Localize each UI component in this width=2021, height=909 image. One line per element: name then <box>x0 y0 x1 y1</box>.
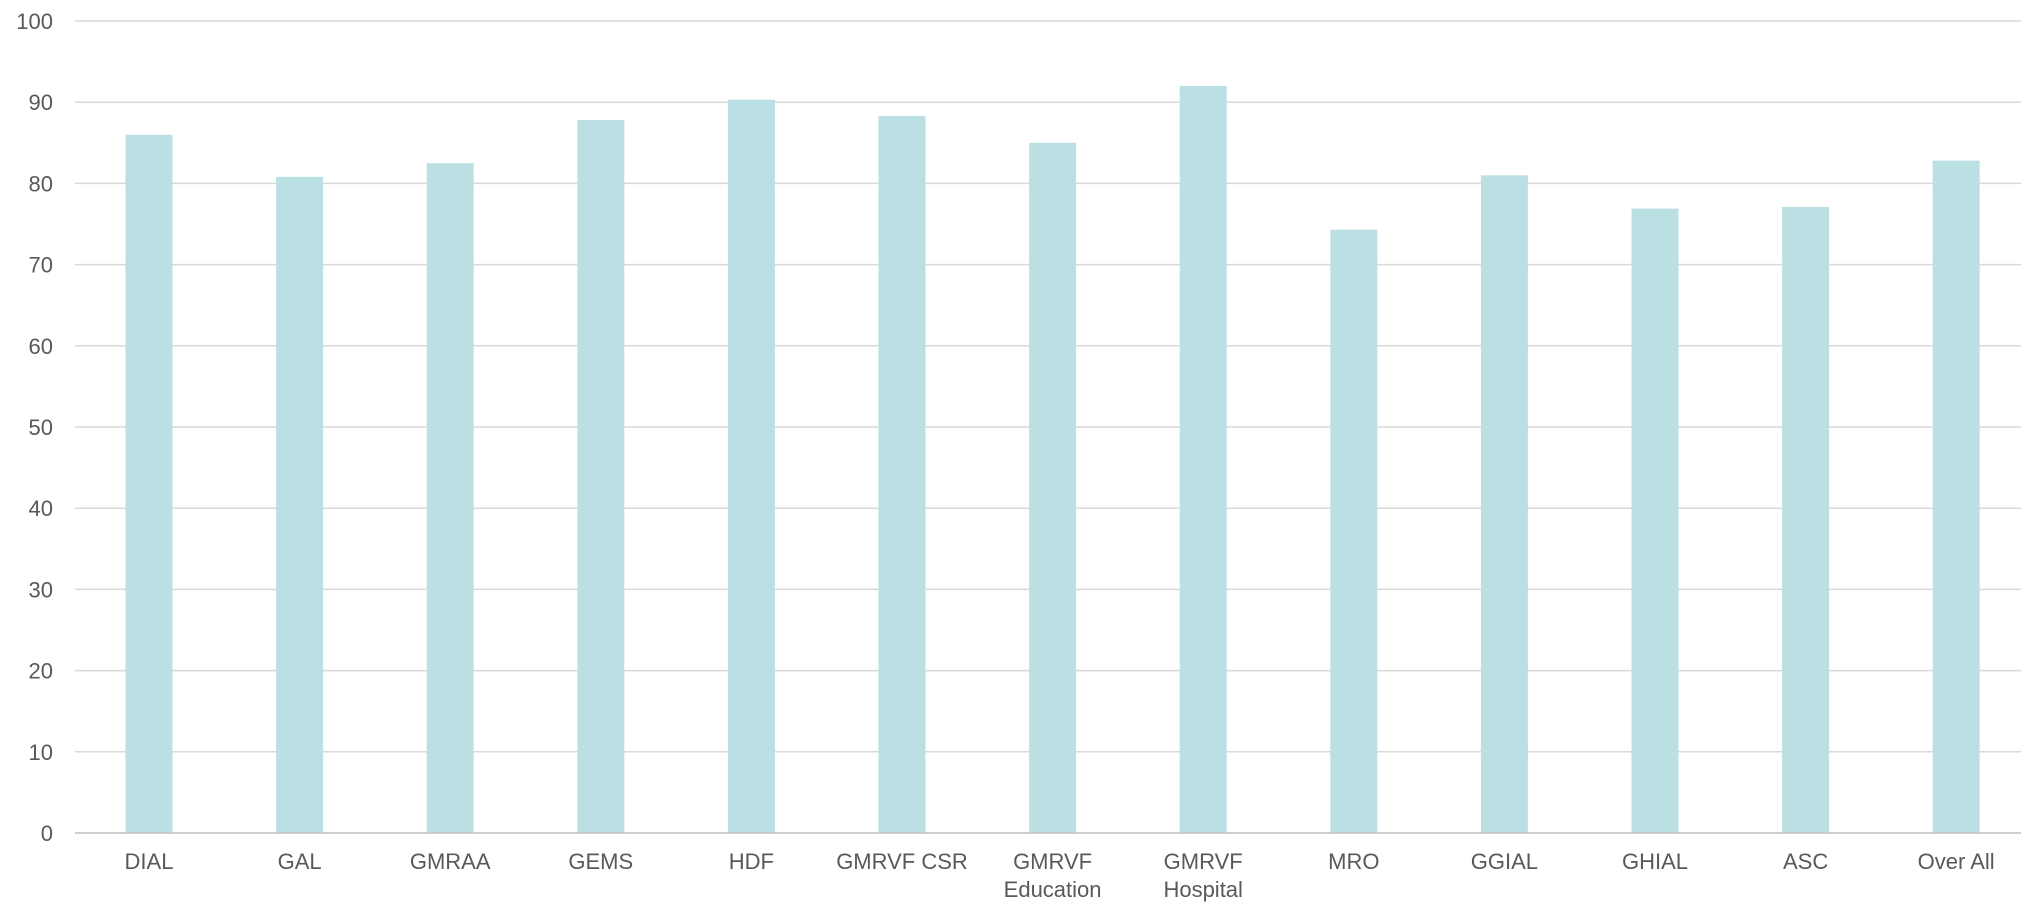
x-tick-label: ASC <box>1783 849 1828 874</box>
y-tick-label: 40 <box>29 496 53 521</box>
bar-over-all <box>1932 160 1980 833</box>
x-tick-label: HDF <box>729 849 774 874</box>
x-axis-ticks: DIAL GAL GMRAA GEMS HDF GMRVF CSR GMRVF Educati… <box>125 849 1995 902</box>
y-tick-label: 50 <box>29 415 53 440</box>
bar-gmraa <box>426 163 474 834</box>
y-tick-label: 80 <box>29 171 53 196</box>
y-tick-label: 70 <box>29 253 53 278</box>
bar-asc <box>1782 206 1830 833</box>
y-tick-label: 90 <box>29 90 53 115</box>
bar-gmrvf-csr <box>878 116 926 833</box>
bars <box>125 85 1980 834</box>
x-tick-label: GHIAL <box>1622 849 1688 874</box>
y-tick-label: 60 <box>29 334 53 359</box>
x-tick-label: GMRVF Hospital <box>1163 849 1242 902</box>
bar-mro <box>1330 229 1378 833</box>
y-tick-label: 10 <box>29 740 53 765</box>
bar-hdf <box>727 99 775 834</box>
y-axis-ticks: 0 10 20 30 40 50 60 70 80 90 100 <box>16 9 53 846</box>
x-tick-label: GEMS <box>568 849 633 874</box>
x-tick-label: GMRVF CSR <box>836 849 968 874</box>
bar-ggial <box>1480 175 1528 833</box>
x-tick-label: GMRAA <box>410 849 491 874</box>
bar-ghial <box>1631 208 1679 833</box>
y-tick-label: 100 <box>16 9 53 34</box>
x-tick-label: MRO <box>1328 849 1379 874</box>
x-tick-label: GAL <box>278 849 322 874</box>
bar-gal <box>276 176 324 834</box>
x-tick-label: GMRVF Education <box>1004 849 1102 902</box>
y-tick-label: 0 <box>41 821 53 846</box>
x-tick-label: Over All <box>1918 849 1995 874</box>
x-tick-label: GGIAL <box>1471 849 1538 874</box>
x-tick-label: DIAL <box>125 849 174 874</box>
bar-gmrvf-education <box>1029 142 1077 834</box>
bar-gems <box>577 120 625 833</box>
bar-gmrvf-hospital <box>1179 85 1227 833</box>
bar-dial <box>125 134 173 833</box>
y-tick-label: 30 <box>29 577 53 602</box>
y-tick-label: 20 <box>29 659 53 684</box>
